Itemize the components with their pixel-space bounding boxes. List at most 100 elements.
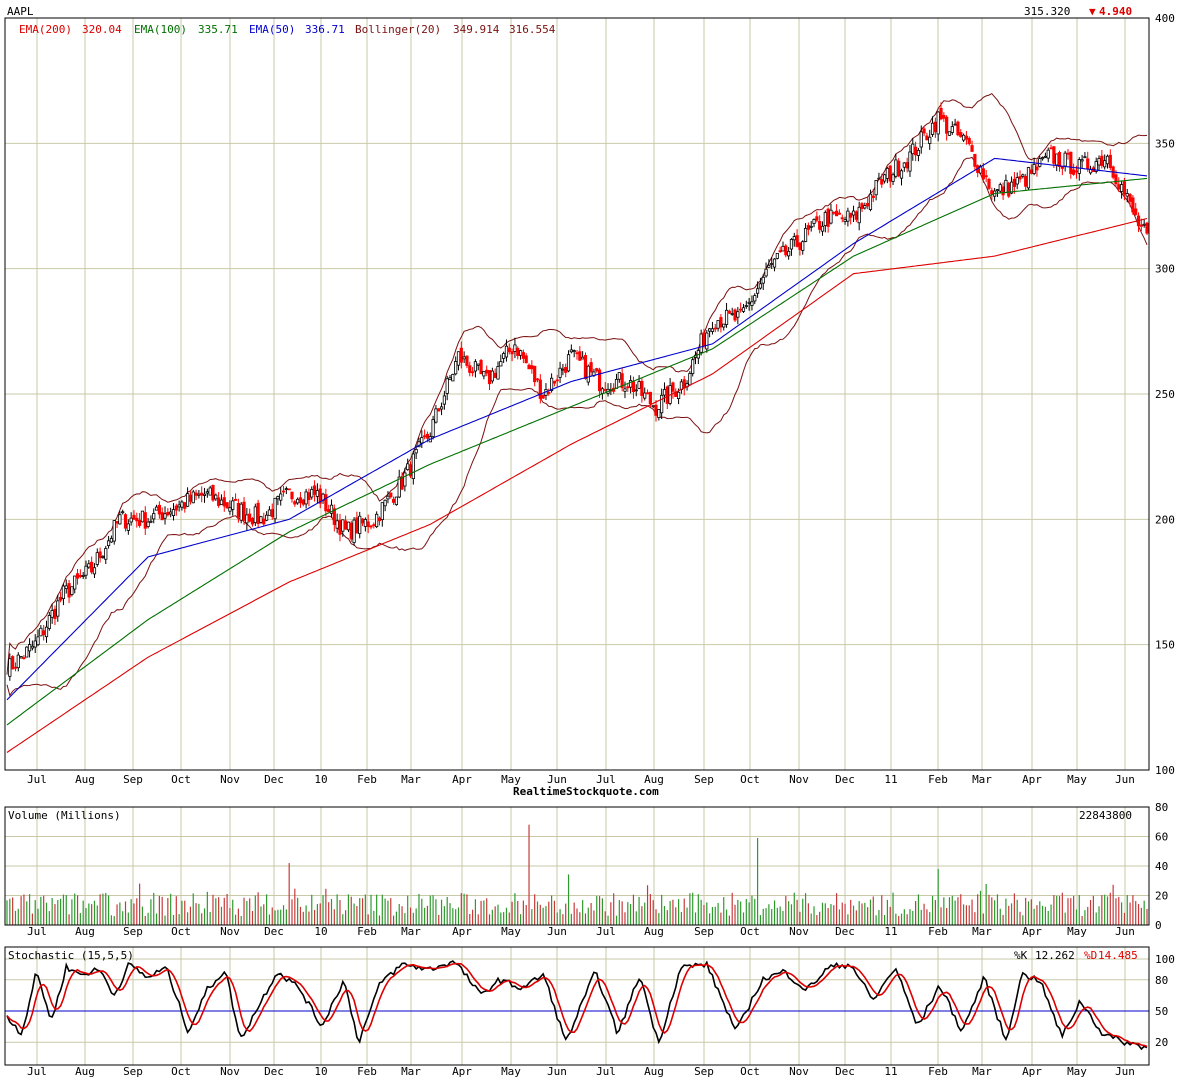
x-tick-label: Jul: [596, 925, 616, 938]
candle-body: [1128, 194, 1132, 202]
candle-body: [919, 131, 923, 148]
candle-body: [214, 494, 218, 500]
price-candles: [8, 102, 1149, 681]
ema200-label: EMA(200): [19, 23, 72, 36]
candle-body: [174, 505, 178, 511]
candle-body: [499, 361, 503, 367]
y-tick-label: 80: [1155, 801, 1168, 814]
candle-body: [256, 502, 260, 525]
candle-body: [916, 149, 921, 156]
candle-body: [75, 573, 80, 579]
candle-body: [273, 497, 277, 520]
candle-body: [270, 509, 274, 517]
x-tick-label: Aug: [644, 925, 664, 938]
x-tick-label: May: [1067, 773, 1087, 786]
candle-body: [801, 241, 805, 251]
candle-body: [538, 379, 542, 399]
candle-body: [276, 496, 280, 500]
y-tick-label: 60: [1155, 831, 1168, 844]
candle-body: [866, 202, 870, 207]
candle-body: [818, 220, 822, 230]
candle-body: [217, 497, 221, 506]
candle-body: [87, 563, 91, 568]
y-tick-label: 100: [1155, 953, 1175, 966]
x-tick-label: 10: [314, 925, 327, 938]
ema100-value: 335.71: [198, 23, 238, 36]
candle-body: [908, 151, 912, 172]
candle-body: [312, 485, 317, 495]
candle-body: [1072, 169, 1076, 175]
candle-body: [507, 347, 511, 353]
candle-body: [166, 511, 170, 516]
candle-body: [363, 519, 367, 527]
candle-body: [727, 310, 731, 314]
candle-body: [516, 347, 520, 356]
x-tick-label: Mar: [401, 1065, 421, 1078]
candle-body: [550, 377, 554, 392]
candle-body: [78, 575, 82, 578]
candle-body: [349, 522, 353, 540]
stoch-k-line: [6, 960, 1148, 1051]
candle-body: [185, 493, 190, 507]
candle-body: [798, 242, 802, 250]
candle-body: [188, 494, 193, 502]
candle-body: [764, 268, 768, 277]
change-value: 4.940: [1099, 5, 1132, 18]
x-tick-label: Apr: [452, 925, 472, 938]
candle-body: [140, 510, 145, 523]
candle-body: [643, 392, 647, 399]
volume-title: Volume (Millions): [8, 809, 121, 822]
candle-body: [829, 209, 833, 224]
candle-body: [705, 332, 709, 350]
candle-body: [70, 586, 74, 596]
candle-body: [1103, 160, 1107, 168]
candle-body: [530, 365, 534, 370]
x-tick-label: Aug: [644, 773, 664, 786]
candle-body: [369, 525, 373, 528]
candle-body: [894, 159, 898, 177]
x-tick-label: Mar: [972, 1065, 992, 1078]
bollinger-bands: [6, 92, 1148, 697]
candle-body: [154, 506, 159, 511]
candle-body: [437, 408, 441, 412]
symbol-label: AAPL: [7, 5, 34, 18]
candle-body: [637, 381, 641, 389]
candle-body: [651, 405, 655, 408]
candle-body: [990, 190, 994, 195]
x-tick-label: Oct: [171, 773, 191, 786]
candle-body: [372, 524, 376, 527]
stochastic-lines: [6, 960, 1148, 1051]
candle-body: [265, 514, 269, 521]
candle-body: [400, 476, 404, 490]
candle-body: [389, 492, 393, 498]
candle-body: [197, 493, 201, 496]
ema50-value: 336.71: [305, 23, 345, 36]
candle-body: [490, 370, 494, 382]
x-tick-label: May: [501, 925, 521, 938]
candle-body: [1069, 151, 1073, 174]
candle-body: [1142, 223, 1146, 226]
candle-body: [11, 656, 15, 670]
candle-body: [242, 501, 246, 521]
candle-body: [640, 380, 644, 396]
x-tick-label: Jun: [547, 925, 567, 938]
candle-body: [211, 484, 215, 501]
candle-body: [73, 575, 77, 590]
candle-body: [597, 369, 602, 392]
candle-body: [19, 656, 23, 659]
candle-body: [885, 167, 889, 179]
candle-body: [126, 523, 130, 531]
candle-body: [332, 508, 336, 525]
candle-body: [414, 449, 418, 454]
stoch-panel-frame: [4, 946, 1150, 1066]
candle-body: [657, 409, 661, 418]
candle-body: [849, 212, 853, 218]
axis-labels: Jul Jul Jul Aug Aug Aug Sep Sep Sep Oct Oct Oct Nov N…: [27, 12, 1175, 1078]
candle-body: [1007, 182, 1011, 197]
candle-body: [231, 500, 235, 510]
candle-body: [533, 365, 537, 383]
candle-body: [487, 370, 492, 385]
candle-body: [118, 514, 122, 525]
candle-body: [535, 378, 540, 381]
candle-body: [502, 353, 506, 359]
